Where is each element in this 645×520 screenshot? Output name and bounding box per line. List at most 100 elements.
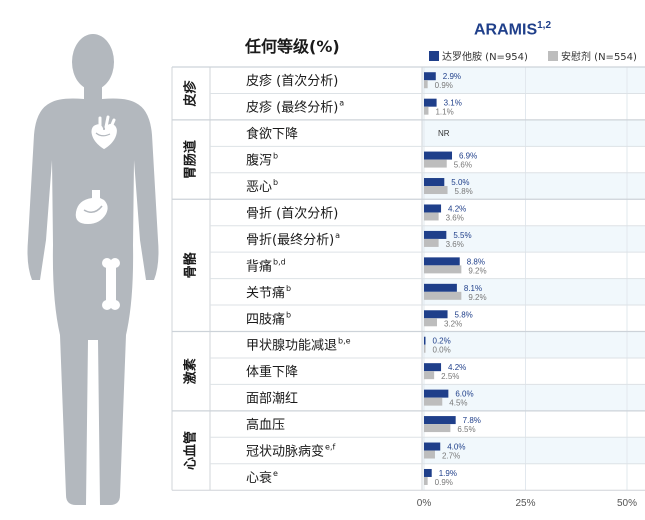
value-label-placebo: 3.6% xyxy=(446,240,464,249)
legend-drug: 达罗他胺 (N=954) xyxy=(429,48,528,63)
row-label: 关节痛b xyxy=(246,284,291,301)
category-label: 皮疹 xyxy=(183,79,199,107)
bar-placebo xyxy=(424,238,439,247)
x-tick-label: 0% xyxy=(417,498,432,509)
row-label: 腹泻b xyxy=(246,152,278,169)
legend-placebo: 安慰剂 (N=554) xyxy=(548,48,637,63)
value-label-drug: 8.1% xyxy=(464,284,482,293)
value-label-drug: 6.9% xyxy=(459,152,477,161)
category-label: 胃肠道 xyxy=(183,140,199,179)
bar-placebo xyxy=(424,212,439,221)
value-label-placebo: 6.5% xyxy=(457,425,475,434)
value-label-drug: 1.9% xyxy=(439,469,457,478)
row-stripe xyxy=(422,331,645,358)
value-label-placebo: 3.6% xyxy=(446,213,464,222)
legend-placebo-swatch xyxy=(548,50,558,61)
value-label-drug: 0.2% xyxy=(433,337,451,346)
bar-drug xyxy=(424,389,449,398)
legend-drug-swatch xyxy=(429,50,439,61)
row-stripe xyxy=(422,410,645,438)
bar-placebo xyxy=(424,291,462,300)
human-body-figure xyxy=(27,34,159,505)
bar-placebo xyxy=(424,159,447,168)
row-stripe xyxy=(422,119,645,147)
bar-drug xyxy=(424,283,457,292)
bar-placebo xyxy=(424,265,462,274)
row-label: 面部潮红 xyxy=(246,391,298,407)
value-label-drug: 4.0% xyxy=(447,443,465,452)
value-label-placebo: 2.5% xyxy=(441,372,459,381)
bar-drug xyxy=(424,178,445,187)
row-stripe xyxy=(422,67,645,94)
bar-drug xyxy=(424,336,426,345)
row-stripe xyxy=(422,384,645,411)
value-label-placebo: 1.1% xyxy=(435,108,453,117)
value-label-placebo: 0.0% xyxy=(433,346,451,355)
legend-drug-label: 达罗他胺 (N=954) xyxy=(442,52,528,63)
row-label: 背痛b,d xyxy=(246,257,286,274)
row-label: 甲状腺功能减退b,e xyxy=(246,337,351,354)
bar-drug xyxy=(424,151,453,160)
bar-placebo xyxy=(424,186,448,195)
value-label-placebo: 5.8% xyxy=(455,187,473,196)
bar-placebo xyxy=(424,80,428,89)
bar-placebo xyxy=(424,371,435,380)
value-label-drug: 5.8% xyxy=(455,310,473,319)
row-label: 食欲下降 xyxy=(246,126,298,142)
bar-drug xyxy=(424,230,447,239)
bar-placebo xyxy=(424,344,426,353)
row-label: 冠状动脉病变e,f xyxy=(246,443,335,460)
bone-icon xyxy=(102,258,120,310)
row-stripe xyxy=(422,225,645,253)
row-stripe xyxy=(422,146,645,173)
bar-drug xyxy=(424,363,442,372)
bar-drug xyxy=(424,442,441,451)
bar-drug xyxy=(424,416,456,425)
value-label-placebo: 3.2% xyxy=(444,319,462,328)
value-label-placebo: 4.5% xyxy=(449,399,467,408)
value-label-placebo: 9.2% xyxy=(468,266,486,275)
row-label: 心衰e xyxy=(246,469,278,486)
row-label: 四肢痛b xyxy=(246,310,291,327)
bar-drug xyxy=(424,98,437,107)
value-label-drug: 7.8% xyxy=(463,416,481,425)
value-label-placebo: 9.2% xyxy=(468,293,486,302)
row-label: 高血压 xyxy=(246,417,285,433)
bar-placebo xyxy=(424,318,437,327)
bar-drug xyxy=(424,468,432,477)
x-tick-label: 25% xyxy=(515,498,535,509)
bar-drug xyxy=(424,310,448,319)
bar-drug xyxy=(424,204,442,213)
value-label-placebo: 2.7% xyxy=(442,452,460,461)
row-stripe xyxy=(422,357,645,385)
value-label-placebo: 5.6% xyxy=(454,161,472,170)
value-label-placebo: 0.9% xyxy=(435,81,453,90)
row-label: 皮疹 (首次分析) xyxy=(246,73,338,89)
row-label: 皮疹 (最终分析)a xyxy=(246,99,344,116)
bar-drug xyxy=(424,257,460,266)
row-stripe xyxy=(422,463,645,491)
value-label-drug: 3.1% xyxy=(444,99,462,108)
bar-placebo xyxy=(424,424,451,433)
bar-placebo xyxy=(424,476,428,485)
value-label-drug: 6.0% xyxy=(455,390,473,399)
row-label: 骨折(最终分析)a xyxy=(246,231,340,248)
heart-icon xyxy=(90,115,119,151)
study-name: ARAMIS1,2 xyxy=(474,20,552,39)
row-label: 恶心b xyxy=(246,178,278,195)
value-label-placebo: 0.9% xyxy=(435,478,453,487)
row-stripe xyxy=(422,199,645,226)
row-stripe xyxy=(422,93,645,120)
value-label-drug: 8.8% xyxy=(467,257,485,266)
category-label: 激素 xyxy=(183,358,199,384)
value-label-drug: 5.5% xyxy=(453,231,471,240)
stomach-icon xyxy=(75,190,108,224)
bar-drug xyxy=(424,72,436,81)
row-stripe xyxy=(422,305,645,332)
row-stripe xyxy=(422,437,645,464)
row-label: 体重下降 xyxy=(246,364,298,380)
row-stripe xyxy=(422,172,645,200)
bar-placebo xyxy=(424,450,435,459)
